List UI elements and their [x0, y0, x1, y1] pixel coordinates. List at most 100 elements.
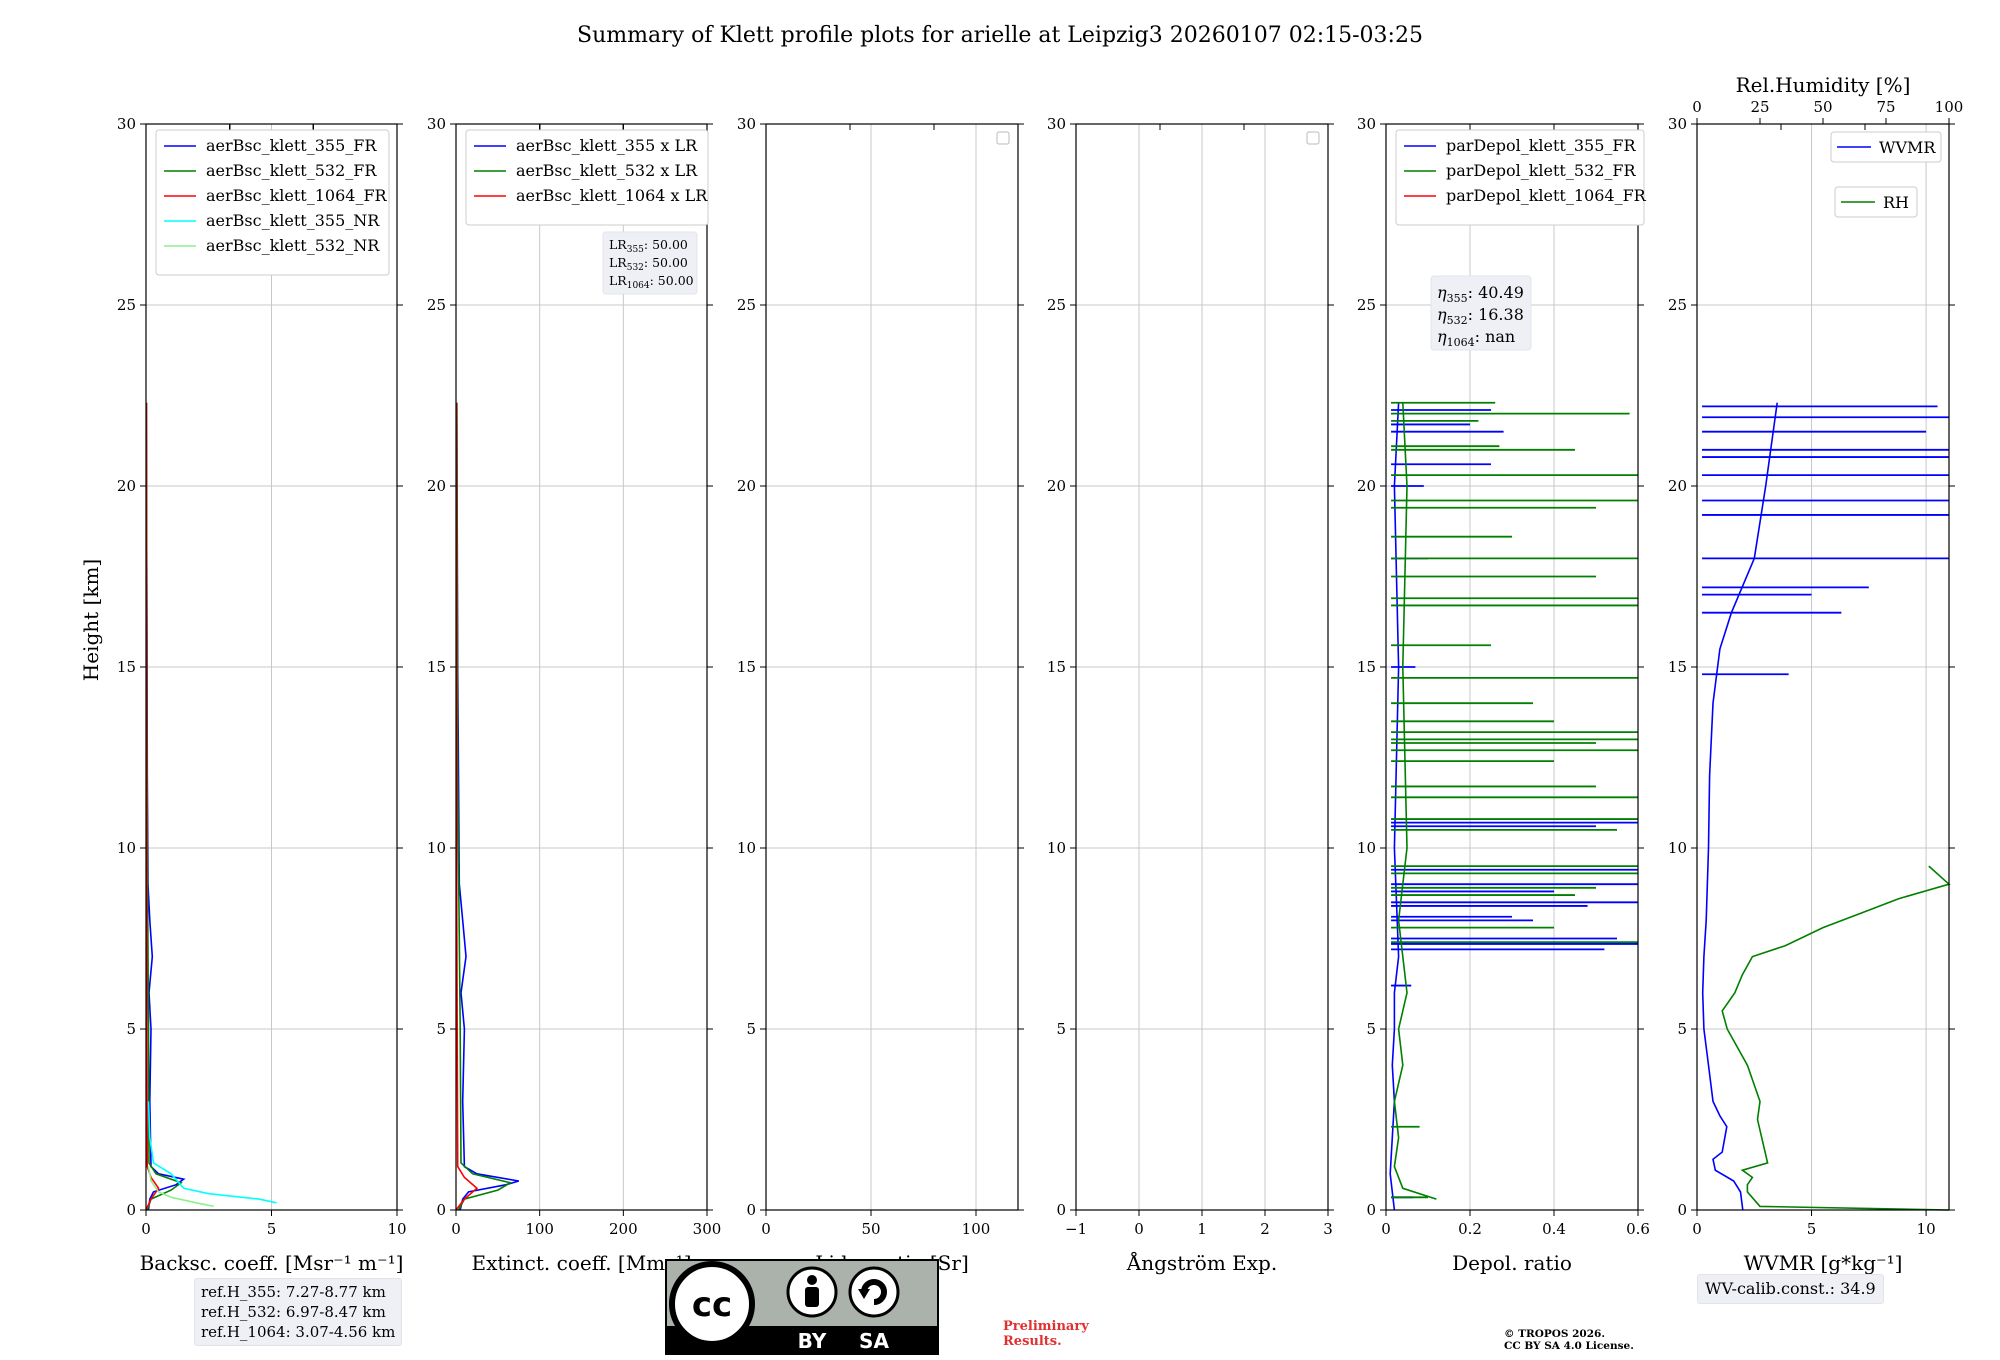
preliminary-note: Preliminary Results. — [1003, 1319, 1089, 1349]
tick-label-y: 0 — [1366, 1201, 1376, 1219]
eta-box — [1430, 275, 1532, 351]
series-line — [455, 402, 513, 1211]
eta-entry: η532: 16.38 — [1437, 305, 1524, 327]
eta-entry: η355: 40.49 — [1437, 283, 1524, 305]
series-line — [455, 402, 520, 1211]
legend: aerBsc_klett_355_FR aerBsc_klett_532_FRae… — [155, 129, 390, 276]
tick-label-x: 5 — [267, 1220, 277, 1238]
tick-label-y: 25 — [427, 296, 446, 314]
legend-entry: aerBsc_klett_1064_FR — [206, 186, 388, 205]
cc-logo-icon — [669, 1261, 755, 1347]
tick-label-x: 50 — [861, 1220, 880, 1238]
series-line — [455, 402, 479, 1211]
legend-entry: RH — [1883, 193, 1909, 212]
tick-label-x: 0 — [1381, 1220, 1391, 1238]
tick-label-y: 30 — [1047, 115, 1066, 133]
legend — [1306, 131, 1320, 145]
ref-height-1064: ref.H_1064: 3.07-4.56 km — [201, 1323, 396, 1341]
tick-label-y: 5 — [126, 1020, 136, 1038]
tick-label-y: 25 — [737, 296, 756, 314]
tick-label-y: 10 — [427, 839, 446, 857]
tick-label-y: 20 — [427, 477, 446, 495]
eta-entry: η1064: nan — [1437, 327, 1515, 349]
x-axis-label: WVMR [g*kg⁻¹] — [1744, 1251, 1903, 1275]
tick-label-x: 2 — [1260, 1220, 1270, 1238]
tick-label-x: 0 — [761, 1220, 771, 1238]
tick-label-y: 25 — [1357, 296, 1376, 314]
tick-label-x: −1 — [1065, 1220, 1087, 1238]
wv-calib-text: WV-calib.const.: 34.9 — [1705, 1279, 1876, 1298]
tick-label-y: 15 — [1357, 658, 1376, 676]
tick-label-x: 0 — [1134, 1220, 1144, 1238]
tick-label-y: 5 — [436, 1020, 446, 1038]
tick-label-y: 10 — [1668, 839, 1687, 857]
panel-lidar-ratio: 051015202530050100Lidar ratio [Sr] — [737, 115, 1024, 1275]
tick-label-y: 25 — [117, 296, 136, 314]
tick-label-y: 0 — [126, 1201, 136, 1219]
sa-label: SA — [859, 1329, 889, 1353]
tick-label-y: 5 — [1677, 1020, 1687, 1038]
tick-label-x: 10 — [387, 1220, 406, 1238]
tick-label-x: 300 — [693, 1220, 722, 1238]
legend-entry: parDepol_klett_1064_FR — [1446, 186, 1647, 205]
legend-entry: aerBsc_klett_532_FR — [206, 161, 377, 180]
tick-label-y: 30 — [737, 115, 756, 133]
legend-entry: parDepol_klett_355_FR — [1446, 136, 1637, 155]
ref-height-355: ref.H_355: 7.27-8.77 km — [201, 1283, 386, 1301]
tick-label-y: 10 — [1357, 839, 1376, 857]
tick-label-x: 0.4 — [1542, 1220, 1566, 1238]
tick-label-y: 30 — [427, 115, 446, 133]
tick-label-x: 3 — [1323, 1220, 1333, 1238]
ref-height-532: ref.H_532: 6.97-8.47 km — [201, 1303, 386, 1321]
legend-box — [465, 129, 709, 226]
legend-box — [1830, 131, 1942, 163]
wv-calib-box: WV-calib.const.: 34.9 — [1697, 1274, 1884, 1304]
tick-label-y: 5 — [1366, 1020, 1376, 1038]
series-line — [147, 1166, 214, 1208]
panel-backscatter: 0 5 10 15 20 25 30 0 5 10 Backsc. coeff. [Msr⁻¹ m⁻… — [117, 115, 407, 1275]
tick-label-y: 20 — [117, 477, 136, 495]
tick-label-x: 1 — [1197, 1220, 1207, 1238]
copyright-note: © TROPOS 2026. CC BY SA 4.0 License. — [1504, 1328, 1634, 1352]
cc-license-badge: cc BY SA — [665, 1259, 939, 1355]
panel-depol: 0 5 10 15 20 25 30 0 0.2 0.4 0.6 Depol. ratio parDep… — [1357, 115, 1650, 1275]
preliminary-line: Preliminary — [1003, 1319, 1089, 1334]
panel-wvmr: 0 5 10 15 20 25 30 0 5 10 WVMR [g*kg⁻¹] 0 25 50 75 100 R… — [1668, 73, 1963, 1275]
tick-label-y: 0 — [436, 1201, 446, 1219]
tick-label-top: 25 — [1750, 98, 1769, 116]
tick-label-y: 25 — [1668, 296, 1687, 314]
tick-label-y: 15 — [1668, 658, 1687, 676]
top-axis-label: Rel.Humidity [%] — [1736, 73, 1911, 97]
tick-label-y: 5 — [1056, 1020, 1066, 1038]
tick-label-top: 100 — [1935, 98, 1964, 116]
tick-label-x: 0.2 — [1458, 1220, 1482, 1238]
legend-box — [155, 129, 390, 276]
tick-label-x: 100 — [962, 1220, 991, 1238]
legend-entry: aerBsc_klett_1064 x LR — [516, 186, 708, 205]
tick-label-x: 0 — [1692, 1220, 1702, 1238]
tick-label-y: 30 — [1668, 115, 1687, 133]
tick-label-x: 10 — [1917, 1220, 1936, 1238]
tick-label-y: 0 — [1677, 1201, 1687, 1219]
series-line — [147, 1101, 277, 1204]
tick-label-y: 10 — [737, 839, 756, 857]
x-axis-label: Backsc. coeff. [Msr⁻¹ m⁻¹] — [140, 1251, 404, 1275]
tick-label-y: 15 — [117, 658, 136, 676]
tick-label-top: 0 — [1692, 98, 1702, 116]
x-axis-label: Ångström Exp. — [1126, 1250, 1277, 1275]
series-line — [1701, 402, 1778, 1211]
legend: aerBsc_klett_355 x LR aerBsc_klett_532 x … — [465, 129, 709, 226]
legend-entry: parDepol_klett_532_FR — [1446, 161, 1637, 180]
lidar-ratio-box — [602, 231, 698, 295]
tick-label-y: 25 — [1047, 296, 1066, 314]
x-axis-label: Depol. ratio — [1452, 1251, 1572, 1275]
legend — [996, 131, 1010, 145]
preliminary-line: Results. — [1003, 1334, 1062, 1349]
tick-label-y: 20 — [1357, 477, 1376, 495]
tick-label-y: 20 — [1668, 477, 1687, 495]
legend-entry: aerBsc_klett_355_NR — [206, 211, 380, 230]
series-line — [1389, 402, 1400, 1211]
tick-label-y: 20 — [737, 477, 756, 495]
